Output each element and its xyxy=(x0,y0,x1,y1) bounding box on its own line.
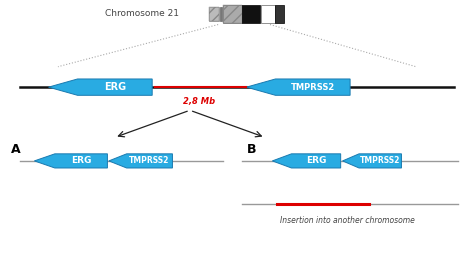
Bar xyxy=(275,6,283,23)
Text: TMPRSS2: TMPRSS2 xyxy=(360,156,401,165)
Text: TMPRSS2: TMPRSS2 xyxy=(291,83,335,92)
Text: Insertion into another chromosome: Insertion into another chromosome xyxy=(280,216,415,225)
Polygon shape xyxy=(343,154,401,168)
Polygon shape xyxy=(48,79,152,95)
Text: ERG: ERG xyxy=(71,156,91,165)
Polygon shape xyxy=(109,154,173,168)
Polygon shape xyxy=(273,154,341,168)
Bar xyxy=(209,7,219,21)
Polygon shape xyxy=(35,154,108,168)
Bar xyxy=(223,6,242,23)
Text: ERG: ERG xyxy=(104,82,126,92)
Text: ERG: ERG xyxy=(306,156,326,165)
Polygon shape xyxy=(246,79,350,95)
Text: A: A xyxy=(11,143,20,156)
Text: B: B xyxy=(246,143,256,156)
Bar xyxy=(242,6,260,23)
Bar xyxy=(223,6,242,23)
Bar xyxy=(209,7,219,21)
Text: TMPRSS2: TMPRSS2 xyxy=(129,156,170,165)
Text: Chromosome 21: Chromosome 21 xyxy=(105,9,179,18)
Bar xyxy=(261,6,275,23)
Text: 2,8 Mb: 2,8 Mb xyxy=(183,97,215,106)
Bar xyxy=(219,7,222,21)
